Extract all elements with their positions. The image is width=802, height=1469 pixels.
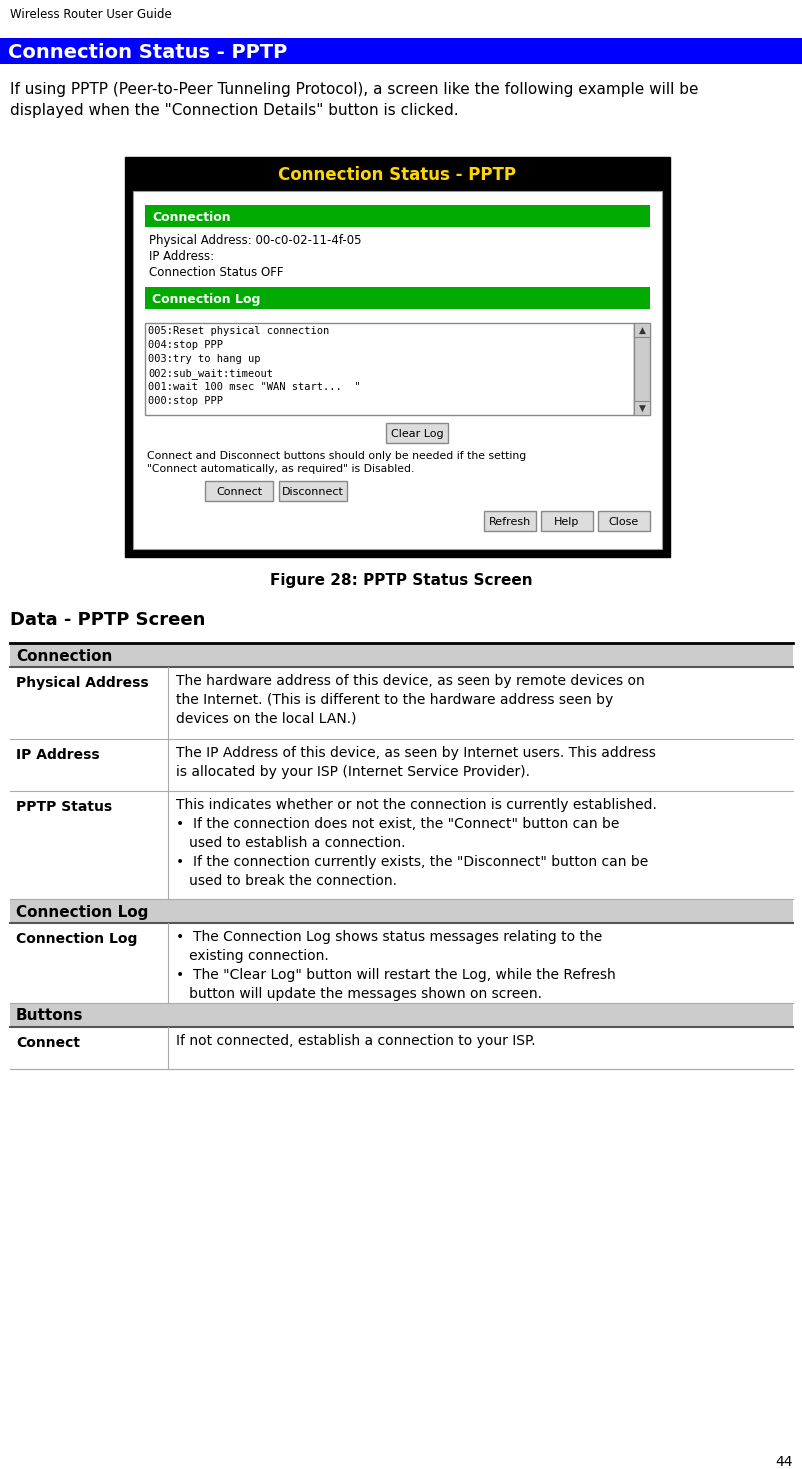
Bar — [10, 790, 792, 899]
Text: •  The Connection Log shows status messages relating to the
   existing connecti: • The Connection Log shows status messag… — [176, 930, 615, 1000]
Text: Connect and Disconnect buttons should only be needed if the setting
"Connect aut: Connect and Disconnect buttons should on… — [147, 451, 525, 474]
Bar — [10, 667, 792, 739]
Bar — [386, 423, 448, 444]
Bar — [634, 323, 649, 416]
Text: IP Address: IP Address — [16, 748, 99, 762]
Text: 003:try to hang up: 003:try to hang up — [148, 354, 260, 364]
Bar — [133, 191, 661, 549]
Bar — [145, 286, 649, 308]
Text: Physical Address: 00-c0-02-11-4f-05: Physical Address: 00-c0-02-11-4f-05 — [149, 234, 361, 247]
Text: Figure 28: PPTP Status Screen: Figure 28: PPTP Status Screen — [269, 573, 533, 588]
Bar — [145, 323, 634, 416]
Text: IP Address:: IP Address: — [149, 250, 214, 263]
Text: 44: 44 — [775, 1454, 792, 1469]
Text: Help: Help — [553, 517, 579, 527]
Text: Connection Status - PPTP: Connection Status - PPTP — [8, 43, 287, 62]
Text: Buttons: Buttons — [16, 1009, 83, 1024]
Text: Physical Address: Physical Address — [16, 676, 148, 690]
Bar — [145, 206, 649, 228]
Text: Connection Status OFF: Connection Status OFF — [149, 266, 283, 279]
Bar — [10, 1027, 792, 1069]
Text: The IP Address of this device, as seen by Internet users. This address
is alloca: The IP Address of this device, as seen b… — [176, 746, 655, 779]
Text: The hardware address of this device, as seen by remote devices on
the Internet. : The hardware address of this device, as … — [176, 674, 644, 726]
Text: Wireless Router User Guide: Wireless Router User Guide — [10, 7, 172, 21]
Text: Connect: Connect — [16, 1036, 80, 1050]
Text: 005:Reset physical connection: 005:Reset physical connection — [148, 326, 329, 336]
Text: Clear Log: Clear Log — [391, 429, 444, 439]
Bar — [278, 480, 346, 501]
Bar — [10, 1003, 792, 1027]
Text: PPTP Status: PPTP Status — [16, 801, 112, 814]
Bar — [10, 923, 792, 1003]
Text: 002:sub_wait:timeout: 002:sub_wait:timeout — [148, 369, 273, 379]
Bar — [634, 323, 649, 336]
Bar — [541, 511, 592, 530]
Text: Close: Close — [608, 517, 638, 527]
Bar — [10, 739, 792, 790]
Text: If using PPTP (Peer-to-Peer Tunneling Protocol), a screen like the following exa: If using PPTP (Peer-to-Peer Tunneling Pr… — [10, 82, 698, 118]
Text: 001:wait 100 msec "WAN start...  ": 001:wait 100 msec "WAN start... " — [148, 382, 360, 392]
Text: Connection: Connection — [16, 648, 112, 664]
Text: Data - PPTP Screen: Data - PPTP Screen — [10, 611, 205, 629]
Text: Connection Log: Connection Log — [152, 292, 260, 306]
Text: Connect: Connect — [216, 488, 261, 497]
Text: Connection: Connection — [152, 210, 230, 223]
Bar — [205, 480, 273, 501]
Text: Connection Log: Connection Log — [16, 931, 137, 946]
Bar — [125, 157, 669, 557]
Text: Disconnect: Disconnect — [282, 488, 343, 497]
Bar — [0, 38, 802, 65]
Text: Refresh: Refresh — [488, 517, 530, 527]
Text: 004:stop PPP: 004:stop PPP — [148, 339, 223, 350]
Text: Connection Status - PPTP: Connection Status - PPTP — [278, 166, 516, 184]
Text: ▼: ▼ — [638, 404, 645, 413]
Text: Connection Log: Connection Log — [16, 905, 148, 920]
Text: If not connected, establish a connection to your ISP.: If not connected, establish a connection… — [176, 1034, 535, 1047]
Bar — [10, 899, 792, 923]
Text: This indicates whether or not the connection is currently established.
•  If the: This indicates whether or not the connec… — [176, 798, 656, 887]
Bar — [125, 157, 669, 191]
Text: 000:stop PPP: 000:stop PPP — [148, 397, 223, 405]
Bar — [484, 511, 535, 530]
Text: ▲: ▲ — [638, 326, 645, 335]
Bar — [634, 401, 649, 416]
Bar — [10, 643, 792, 667]
Bar — [597, 511, 649, 530]
